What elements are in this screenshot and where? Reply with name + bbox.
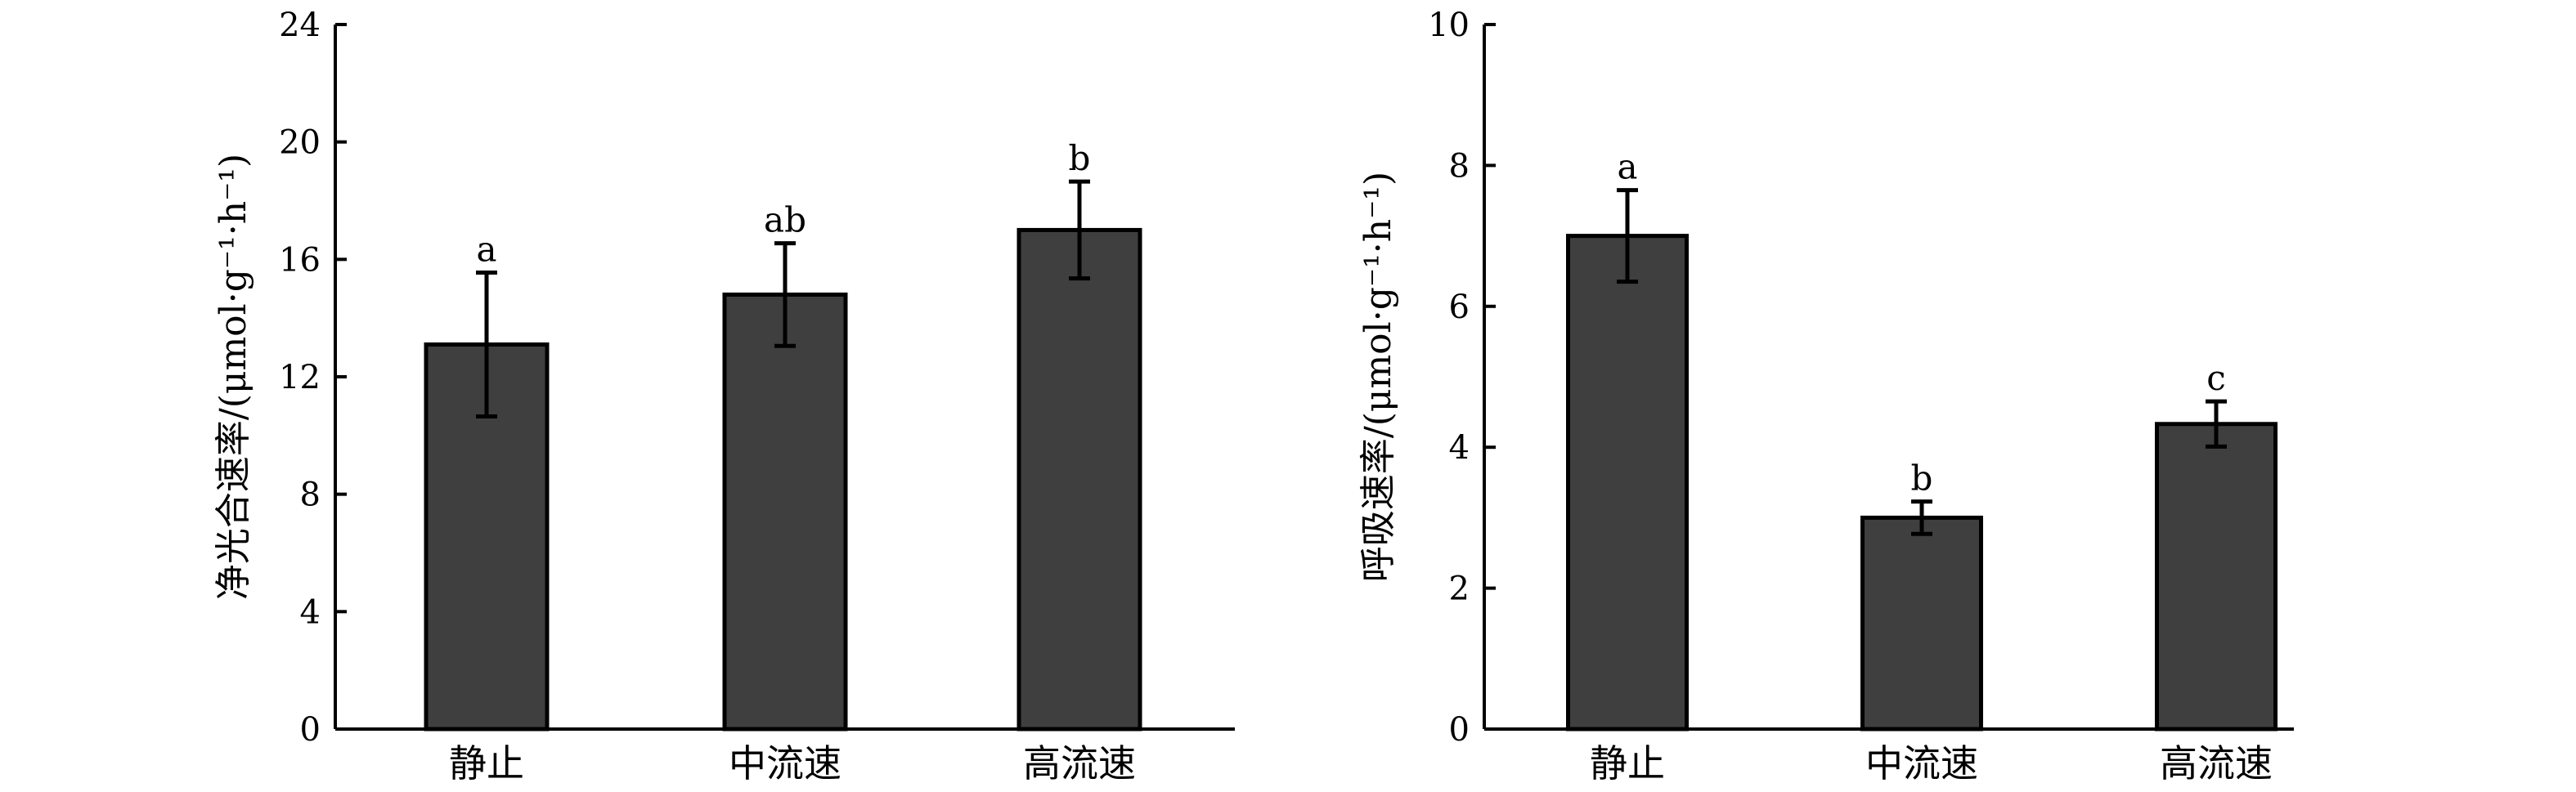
significance-label: a — [476, 229, 496, 269]
y-tick-label: 8 — [1449, 147, 1470, 185]
y-tick-label: 2 — [1449, 571, 1470, 608]
bar — [1860, 515, 1983, 732]
significance-label: c — [2206, 358, 2226, 398]
y-tick-label: 16 — [279, 241, 321, 279]
category-label: 高流速 — [1023, 741, 1136, 785]
category-label: 中流速 — [729, 741, 841, 785]
error-bar — [1069, 179, 1090, 281]
respiration-chart: 0 2 4 6 8 10 a 静止 b 中流速 c 高流速 呼吸速率/(μmol·g⁻¹·h⁻¹) — [1358, 7, 2294, 785]
bar — [1016, 227, 1142, 732]
category-label: 静止 — [449, 741, 524, 785]
error-bar — [1617, 188, 1638, 284]
y-tick-label: 24 — [279, 7, 321, 44]
y-tick-label: 12 — [279, 359, 321, 396]
error-bar — [774, 241, 796, 348]
significance-label: a — [1617, 147, 1637, 187]
significance-label: b — [1911, 459, 1933, 499]
category-label: 静止 — [1590, 741, 1665, 785]
y-tick-label: 4 — [1449, 429, 1470, 467]
error-bar — [1911, 499, 1932, 536]
significance-label: b — [1069, 138, 1091, 178]
y-tick-label: 6 — [1449, 289, 1470, 326]
y-tick-label: 4 — [300, 593, 321, 631]
y-axis-title: 净光合速率/(μmol·g⁻¹·h⁻¹) — [213, 154, 254, 600]
y-tick-label: 20 — [279, 124, 321, 162]
category-label: 高流速 — [2160, 741, 2273, 785]
error-bar — [2206, 399, 2227, 449]
bar — [2155, 422, 2278, 732]
category-label: 中流速 — [1865, 741, 1978, 785]
y-tick-label: 0 — [300, 711, 321, 749]
net-photosynthesis-chart: 0 4 8 12 16 20 24 a 静止 ab 中流速 b 高流速 净光合速率/(μmol·g⁻¹·h… — [213, 7, 1235, 785]
y-tick-label: 10 — [1428, 7, 1470, 44]
significance-label: ab — [764, 200, 806, 240]
y-tick-label: 8 — [300, 477, 321, 514]
bar — [722, 292, 848, 732]
bar — [1566, 234, 1689, 732]
y-tick-label: 0 — [1449, 711, 1470, 749]
error-bar — [476, 270, 497, 418]
y-axis-title: 呼吸速率/(μmol·g⁻¹·h⁻¹) — [1358, 172, 1399, 582]
